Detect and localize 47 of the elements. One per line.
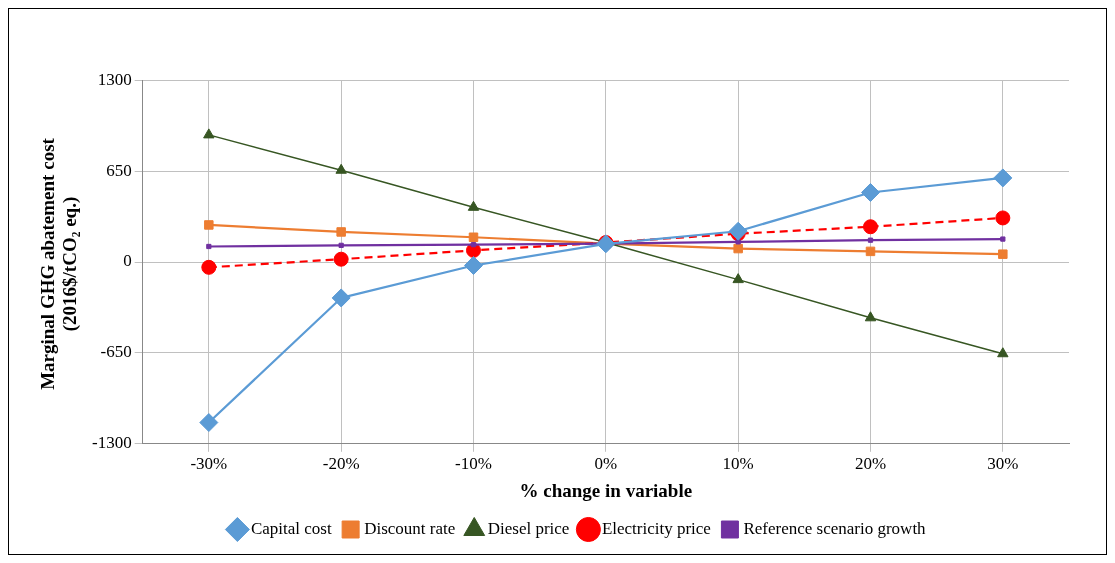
point (464, 256, 483, 275)
y-tick-label: 650 (106, 160, 132, 180)
x-tick-label: -20% (322, 454, 360, 474)
y-tick-label: 0 (123, 251, 132, 271)
point (732, 273, 744, 284)
point (206, 243, 212, 250)
x-tick-label: 0% (594, 454, 618, 474)
point (468, 232, 479, 242)
point (1000, 236, 1006, 242)
point (336, 227, 346, 237)
point (331, 288, 351, 308)
point (203, 128, 215, 139)
x-axis-title: % change in variable (519, 479, 693, 501)
x-tick-label: 20% (854, 454, 887, 474)
point (204, 220, 214, 230)
y-tick-label: -1300 (91, 433, 132, 453)
point (867, 237, 874, 243)
point (865, 246, 876, 257)
point (864, 311, 877, 322)
point (735, 239, 741, 245)
legend-label: Discount rate (364, 518, 456, 538)
point (338, 242, 344, 248)
x-tick-label: 10% (722, 454, 754, 474)
point (733, 243, 743, 254)
y-axis-title: Marginal GHG abatement cost (2016$/tCO₂ eq.) (37, 137, 81, 392)
point (863, 219, 878, 235)
x-tick-label: -30% (190, 454, 228, 474)
point (201, 259, 217, 275)
legend-label: Reference scenario growth (743, 518, 927, 538)
legend-label: Electricity price (601, 518, 711, 538)
legend-label: Diesel price (487, 518, 570, 538)
point (861, 183, 880, 202)
point (998, 249, 1008, 259)
point (470, 242, 477, 248)
point (728, 221, 748, 241)
point (333, 251, 349, 267)
x-tick-label: -10% (455, 454, 492, 474)
point (335, 163, 347, 174)
x-tick-label: 30% (987, 454, 1019, 474)
point (995, 210, 1011, 226)
legend-label: Capital cost (250, 518, 332, 538)
point (467, 200, 480, 211)
point (199, 413, 219, 433)
point (997, 347, 1009, 358)
point (993, 168, 1013, 188)
y-tick-label: 1300 (97, 69, 132, 89)
y-tick-label: -650 (100, 342, 132, 362)
